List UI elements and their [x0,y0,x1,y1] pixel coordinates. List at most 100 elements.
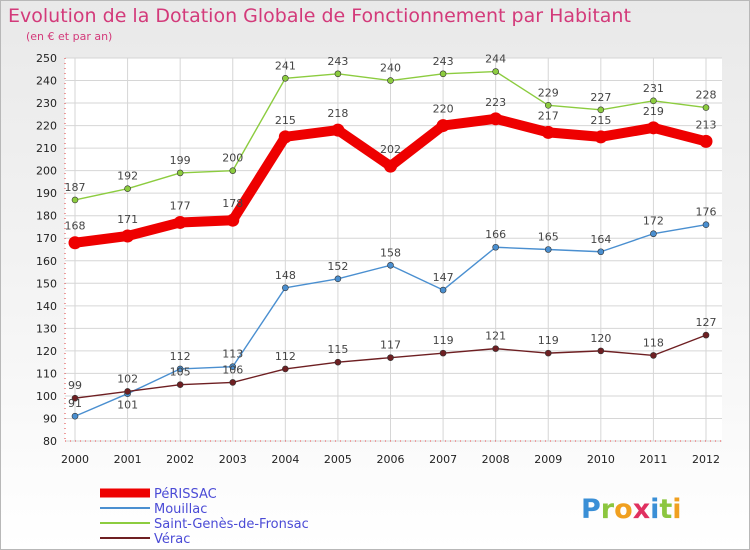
value-label-perissac: 220 [433,103,454,116]
value-label-saint-genes-de-fronsac: 231 [643,82,664,95]
value-label-mouillac: 172 [643,215,664,228]
x-tick-label: 2007 [429,453,457,466]
point-mouillac [650,230,657,238]
point-verac [71,394,79,402]
value-label-verac: 115 [327,343,348,356]
x-tick-label: 2011 [639,453,667,466]
point-mouillac [229,363,237,370]
point-perissac [173,215,187,229]
point-saint-genes-de-fronsac [387,77,394,84]
value-label-mouillac: 91 [68,397,82,410]
value-label-mouillac: 113 [222,348,243,361]
point-mouillac [544,246,552,253]
chart-subtitle: (en € et par an) [26,30,112,43]
x-tick-label: 2010 [587,453,615,466]
x-tick-label: 2003 [219,453,247,466]
value-label-saint-genes-de-fronsac: 187 [65,181,86,194]
value-label-saint-genes-de-fronsac: 227 [590,91,611,104]
point-perissac [384,159,397,173]
logo-letter-i2: i [672,494,681,525]
value-label-verac: 127 [696,316,717,329]
y-tick-label: 160 [36,255,57,268]
value-label-saint-genes-de-fronsac: 228 [696,89,717,102]
x-tick-label: 2004 [271,453,299,466]
point-saint-genes-de-fronsac [282,74,289,82]
point-perissac [436,119,450,133]
axes: 8090100110120130140150160170180190200210… [36,52,722,466]
point-mouillac [176,365,184,373]
y-tick-label: 200 [36,165,57,178]
x-tick-label: 2009 [534,453,562,466]
point-perissac [541,125,555,139]
point-verac [597,347,605,355]
value-label-mouillac: 101 [117,399,138,412]
value-label-perissac: 217 [538,109,559,122]
proxiti-logo: Proxiti [581,494,682,525]
value-label-perissac: 215 [590,114,611,127]
value-label-perissac: 177 [170,199,191,212]
legend-label-mouillac: Mouillac [154,502,207,517]
gridlines [65,57,722,442]
point-verac [544,349,552,357]
y-tick-label: 90 [43,412,57,425]
value-label-saint-genes-de-fronsac: 229 [538,86,559,99]
value-label-verac: 102 [117,372,138,385]
value-label-mouillac: 158 [380,246,401,259]
point-mouillac [702,221,710,229]
value-label-perissac: 178 [222,197,243,210]
value-label-mouillac: 164 [590,233,611,246]
value-label-perissac: 218 [327,107,348,120]
point-perissac [278,130,292,144]
point-perissac [594,130,608,144]
y-tick-label: 80 [43,435,57,448]
x-tick-label: 2000 [61,453,89,466]
value-label-mouillac: 165 [538,231,559,244]
value-label-perissac: 168 [65,220,86,233]
logo-letter-o: o [614,494,633,525]
y-tick-label: 170 [36,232,57,245]
point-saint-genes-de-fronsac [229,167,237,174]
y-tick-label: 230 [36,97,57,110]
point-verac [124,388,131,395]
value-label-mouillac: 152 [327,260,348,273]
value-label-verac: 105 [170,366,191,379]
point-verac [229,379,237,386]
y-tick-label: 190 [36,187,57,200]
point-saint-genes-de-fronsac [597,106,605,114]
point-perissac [121,229,135,243]
x-tick-label: 2012 [692,453,720,466]
point-verac [282,365,289,373]
logo-letter-t: t [659,494,672,525]
point-mouillac [334,275,342,283]
value-label-perissac: 223 [485,96,506,109]
logo-letter-i: i [650,494,659,525]
y-tick-label: 140 [36,300,57,313]
x-tick-label: 2008 [482,453,510,466]
series-layer [68,68,713,420]
value-label-verac: 121 [485,330,506,343]
value-label-perissac: 171 [117,213,138,226]
value-label-mouillac: 112 [170,350,191,363]
value-label-verac: 99 [68,379,82,392]
point-mouillac [282,284,289,292]
value-label-verac: 119 [433,334,454,347]
value-labels: 187 192 199 200 241 243 240 243 244 229 227 231 228 9… [65,53,717,412]
value-label-verac: 119 [538,334,559,347]
y-tick-label: 240 [36,75,57,88]
value-label-verac: 112 [275,350,296,363]
value-label-verac: 120 [590,332,611,345]
chart-title: Evolution de la Dotation Globale de Fonc… [8,5,631,27]
value-label-perissac: 219 [643,105,664,118]
value-label-perissac: 215 [275,114,296,127]
point-perissac [331,123,345,137]
legend: PéRISSACMouillacSaint-Genès-de-FronsacVé… [100,487,309,547]
point-saint-genes-de-fronsac [650,97,657,105]
point-mouillac [492,243,499,251]
point-saint-genes-de-fronsac [702,104,710,111]
y-tick-label: 250 [36,52,57,65]
legend-label-perissac: PéRISSAC [154,487,217,502]
point-verac [702,331,710,339]
y-tick-label: 130 [36,322,57,335]
point-verac [334,358,342,366]
x-tick-label: 2002 [166,453,194,466]
